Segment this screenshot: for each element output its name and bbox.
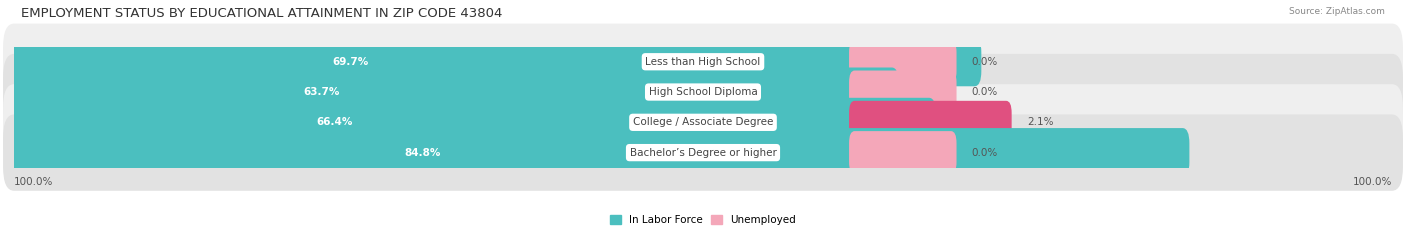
Text: 0.0%: 0.0% <box>972 57 998 67</box>
Text: Bachelor’s Degree or higher: Bachelor’s Degree or higher <box>630 148 776 158</box>
Text: 100.0%: 100.0% <box>1353 177 1392 187</box>
Text: 69.7%: 69.7% <box>332 57 368 67</box>
Text: Source: ZipAtlas.com: Source: ZipAtlas.com <box>1289 7 1385 16</box>
Text: 84.8%: 84.8% <box>405 148 441 158</box>
FancyBboxPatch shape <box>849 40 956 83</box>
FancyBboxPatch shape <box>11 37 981 86</box>
FancyBboxPatch shape <box>849 131 956 174</box>
Text: College / Associate Degree: College / Associate Degree <box>633 117 773 127</box>
Text: High School Diploma: High School Diploma <box>648 87 758 97</box>
Text: EMPLOYMENT STATUS BY EDUCATIONAL ATTAINMENT IN ZIP CODE 43804: EMPLOYMENT STATUS BY EDUCATIONAL ATTAINM… <box>21 7 502 20</box>
FancyBboxPatch shape <box>849 71 956 113</box>
FancyBboxPatch shape <box>3 84 1403 161</box>
Text: 100.0%: 100.0% <box>14 177 53 187</box>
Text: 0.0%: 0.0% <box>972 87 998 97</box>
Text: 66.4%: 66.4% <box>316 117 353 127</box>
FancyBboxPatch shape <box>3 24 1403 100</box>
FancyBboxPatch shape <box>3 54 1403 130</box>
FancyBboxPatch shape <box>11 128 1189 177</box>
FancyBboxPatch shape <box>3 114 1403 191</box>
Text: Less than High School: Less than High School <box>645 57 761 67</box>
Text: 0.0%: 0.0% <box>972 148 998 158</box>
FancyBboxPatch shape <box>849 101 1012 144</box>
Text: 2.1%: 2.1% <box>1026 117 1053 127</box>
Text: 63.7%: 63.7% <box>304 87 339 97</box>
FancyBboxPatch shape <box>11 98 936 147</box>
FancyBboxPatch shape <box>11 68 898 116</box>
Legend: In Labor Force, Unemployed: In Labor Force, Unemployed <box>606 211 800 229</box>
